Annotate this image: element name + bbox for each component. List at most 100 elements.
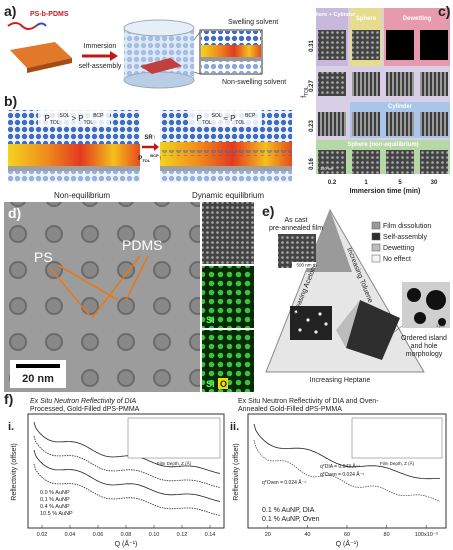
- inset-dots: [294, 310, 328, 334]
- x-tick-label: 60: [344, 532, 350, 538]
- zoom-film: [201, 45, 261, 57]
- beaker-top: [123, 19, 195, 37]
- annotation: and hole: [411, 343, 438, 350]
- panel-b: b) PTOLSOL > PTOLBCP PTOLSOL ≈ PTOLBCP SR↑ P…: [4, 93, 292, 182]
- annotation: Ordered island: [401, 335, 447, 342]
- legend: 0.0 % AuNP 0.1 % AuNP 0.4 % AuNP 10.5 % …: [40, 490, 320, 523]
- legend-label: Film dissolution: [383, 223, 431, 230]
- x-tick-label: 0.02: [37, 532, 48, 538]
- micrograph: [318, 112, 346, 136]
- annotation: PS: [34, 249, 53, 265]
- zoom-substrate: [201, 57, 261, 61]
- panel-d: Non-equilibrium Dynamic equilibrium d) P…: [4, 191, 264, 392]
- x-tick-label: 0.12: [177, 532, 188, 538]
- micrograph: [318, 150, 346, 174]
- micrograph: [420, 72, 448, 96]
- micrograph: [352, 112, 380, 136]
- subtitle: Dynamic equilibrium: [192, 191, 264, 200]
- header: Sphere + Cylinder: [309, 12, 357, 18]
- micrograph: [318, 30, 346, 60]
- arrowhead: [154, 143, 159, 151]
- legend: Film dissolution Self-assembly Dewetting…: [371, 221, 431, 263]
- legend-label: 10.5 % AuNP: [40, 511, 73, 517]
- schematic-right: PTOLSOL ≈ PTOLBCP: [160, 110, 292, 182]
- map-label: Si: [206, 315, 215, 325]
- micrograph: [352, 30, 380, 60]
- panel-label: b): [4, 93, 17, 109]
- substrate: [10, 42, 72, 68]
- x-tick-label: 0.14: [205, 532, 216, 538]
- scale-label: 1 µm: [436, 323, 446, 328]
- operator: ≈: [224, 114, 229, 123]
- symbol: P: [78, 114, 83, 123]
- panel-e: e) As cast pre-annealed film 500 nm Film…: [262, 203, 450, 384]
- legend-label: Dewetting: [383, 245, 414, 252]
- annotation: morphology: [406, 351, 443, 358]
- legend-swatch: [371, 254, 381, 263]
- annotation: Non-swelling solvent: [222, 79, 286, 86]
- reflectivity-curve: [33, 435, 221, 488]
- map-label: Si: [206, 379, 215, 389]
- subscript: TOL: [304, 86, 310, 96]
- film-swollen: [160, 150, 292, 156]
- x-tick-label: 5: [398, 180, 402, 186]
- legend-label: Self-assembly: [383, 234, 427, 241]
- inset: [351, 417, 443, 459]
- hole: [414, 312, 426, 324]
- legend-label: 0.1 % AuNP, DIA: [262, 507, 315, 514]
- x-axis-label: Q (Å⁻¹): [336, 539, 359, 548]
- arrow-symbol: ↑: [159, 156, 162, 162]
- island: [306, 318, 310, 322]
- legend-swatch: [371, 243, 381, 252]
- polymer-name: PS-b-PDMS: [30, 11, 69, 18]
- symbol: P: [197, 114, 202, 123]
- symbol: P: [230, 114, 235, 123]
- legend-label: 0.4 % AuNP: [40, 504, 70, 510]
- micrograph: [352, 150, 380, 174]
- subscript: TOL: [84, 120, 94, 126]
- panel-label: c): [438, 3, 450, 19]
- y-axis-label: fTOL: [301, 86, 310, 98]
- micrograph: [318, 72, 346, 96]
- inset-label: Film Depth, Z (Å): [157, 460, 192, 466]
- y-axis-label: Reflectivity (offset): [233, 443, 240, 500]
- micrograph: [386, 150, 414, 174]
- legend-label: 0.1 % AuNP, Oven: [262, 516, 320, 523]
- x-axis-label: Q (Å⁻¹): [115, 539, 138, 548]
- plot-title: Processed, Gold-Filled dPS-PMMA: [30, 406, 140, 413]
- island: [298, 328, 302, 332]
- pointer: [49, 255, 149, 319]
- subscript: TOL: [50, 120, 60, 126]
- micrograph: [386, 72, 414, 96]
- axis-label: Increasing Heptane: [310, 377, 371, 384]
- reflectivity-curve: [33, 463, 221, 516]
- island: [314, 330, 318, 334]
- y-axis-label: Reflectivity (offset): [11, 443, 18, 500]
- panel-label: a): [4, 3, 16, 19]
- reflectivity-curve: [33, 449, 221, 502]
- eds-map: [202, 266, 254, 328]
- map-label: O: [220, 379, 227, 389]
- x-tick-label: 30: [431, 180, 438, 186]
- label-bg: [38, 110, 110, 126]
- subtitle: Non-equilibrium: [54, 191, 110, 200]
- micrograph: [420, 150, 448, 174]
- stem-image: [202, 202, 254, 264]
- panel-label: d): [8, 205, 21, 221]
- x-tick-label: 0.04: [65, 532, 76, 538]
- arrow-label: SR↑: [144, 135, 155, 141]
- symbol: P: [138, 156, 142, 162]
- legend-swatch: [371, 221, 381, 230]
- superscript: SOL: [212, 113, 222, 119]
- superscript: BCP: [93, 113, 104, 119]
- region-dewetting: [336, 300, 360, 348]
- curves: 0.02 0.04 0.06 0.08 0.10 0.12 0.14 20 40 60 80 100x…: [33, 421, 441, 538]
- substrate-side: [27, 58, 72, 73]
- operator: >: [72, 114, 77, 123]
- inset-title: pre-annealed film: [269, 225, 323, 232]
- x-tick-label: 40: [304, 532, 310, 538]
- hole: [426, 290, 446, 310]
- inset-title: As cast: [285, 217, 308, 224]
- micrograph: [386, 112, 414, 136]
- panel-f: f) Ex Situ Neutron Reflectivity of DIA P…: [4, 391, 447, 548]
